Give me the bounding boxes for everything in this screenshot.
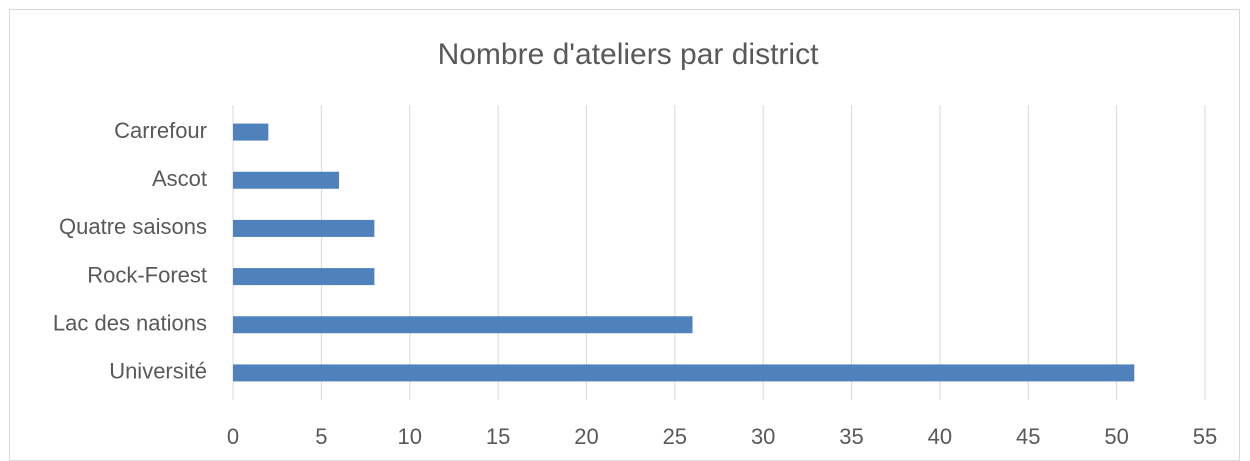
- y-tick-label: Rock-Forest: [87, 262, 207, 287]
- x-tick-label: 15: [486, 424, 510, 449]
- x-tick-label: 40: [928, 424, 952, 449]
- x-tick-label: 20: [574, 424, 598, 449]
- y-tick-label: Ascot: [152, 166, 207, 191]
- x-tick-label: 5: [315, 424, 327, 449]
- bar: [233, 268, 375, 286]
- x-tick-label: 45: [1016, 424, 1040, 449]
- x-tick-label: 0: [227, 424, 239, 449]
- bar: [233, 171, 340, 189]
- x-tick-label: 30: [751, 424, 775, 449]
- y-tick-label: Lac des nations: [53, 311, 207, 336]
- bar: [233, 123, 269, 141]
- chart-title: Nombre d'ateliers par district: [438, 38, 820, 71]
- x-tick-label: 50: [1104, 424, 1128, 449]
- bar: [233, 316, 693, 334]
- bar: [233, 219, 375, 237]
- x-tick-label: 35: [839, 424, 863, 449]
- x-tick-label: 10: [397, 424, 421, 449]
- chart-border: [9, 9, 1240, 461]
- y-tick-label: Quatre saisons: [59, 214, 207, 239]
- y-tick-label: Université: [109, 359, 207, 384]
- bar: [233, 364, 1135, 382]
- y-tick-label: Carrefour: [114, 118, 207, 143]
- x-tick-label: 25: [663, 424, 687, 449]
- x-tick-label: 55: [1193, 424, 1217, 449]
